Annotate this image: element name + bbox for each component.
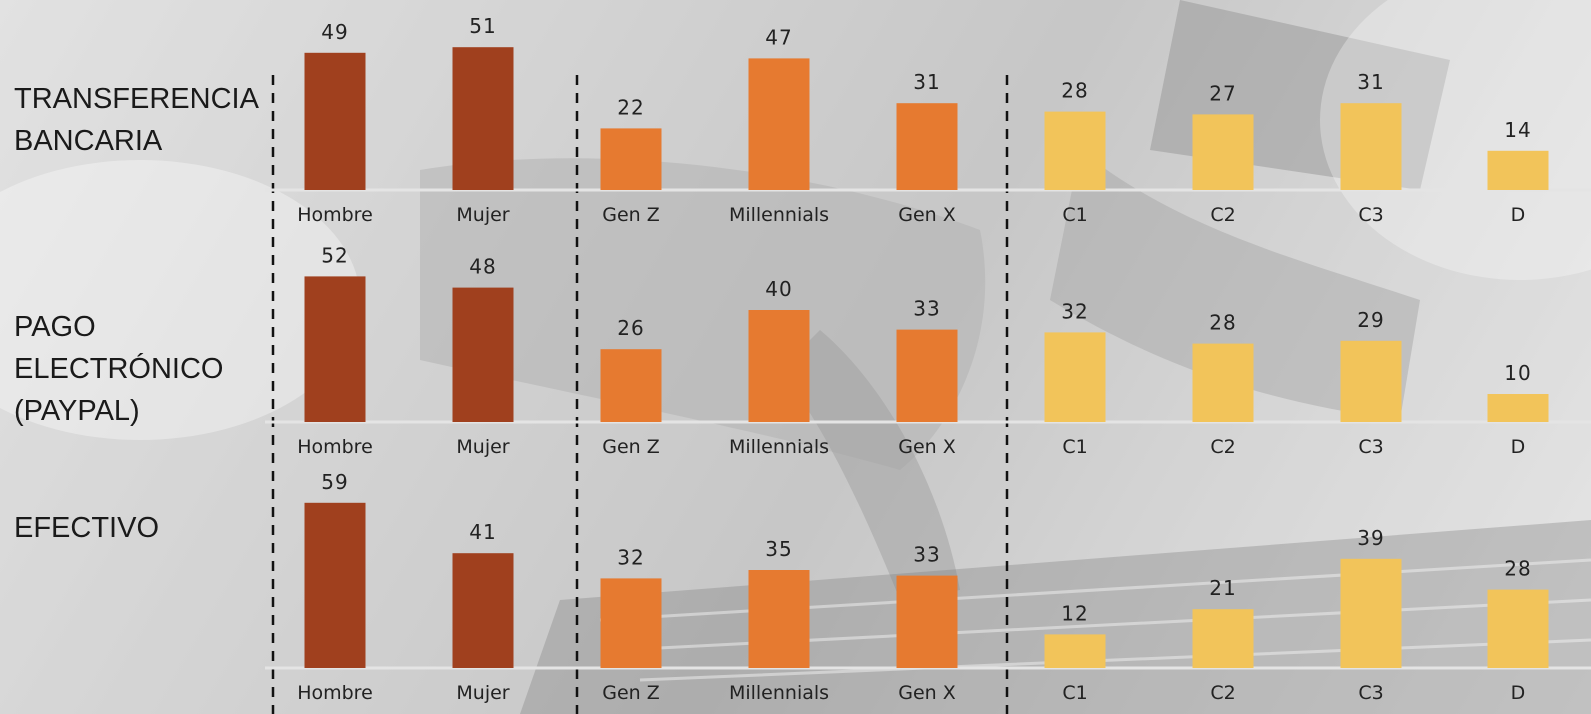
bar-segment-row-1-4 — [1487, 150, 1549, 190]
bar-generation-row-3-2 — [748, 570, 810, 668]
category-label-generation-row-3-1: Gen Z — [602, 682, 660, 704]
category-label-segment-row-1-3: C3 — [1358, 204, 1383, 226]
value-label-generation-row-2-3: 33 — [913, 297, 940, 321]
bar-segment-row-3-3 — [1340, 558, 1402, 668]
bar-generation-row-1-1 — [600, 128, 662, 190]
value-label-segment-row-2-3: 29 — [1357, 308, 1384, 332]
value-label-gender-row-3-2: 41 — [469, 520, 496, 544]
category-label-generation-row-2-2: Millennials — [729, 436, 829, 458]
value-label-generation-row-2-1: 26 — [617, 316, 644, 340]
value-label-segment-row-1-2: 27 — [1209, 81, 1236, 105]
category-label-segment-row-2-2: C2 — [1210, 436, 1235, 458]
category-label-gender-row-2-2: Mujer — [456, 436, 509, 458]
category-label-segment-row-3-1: C1 — [1062, 682, 1087, 704]
category-label-segment-row-2-1: C1 — [1062, 436, 1087, 458]
value-label-generation-row-3-2: 35 — [765, 537, 792, 561]
bar-gender-row-3-2 — [452, 553, 514, 668]
value-label-segment-row-1-3: 31 — [1357, 70, 1384, 94]
bar-segment-row-2-2 — [1192, 343, 1254, 422]
row-label-pago-electronico: PAGO ELECTRÓNICO (PAYPAL) — [14, 311, 224, 427]
bar-generation-row-2-2 — [748, 310, 810, 422]
bar-segment-row-3-2 — [1192, 609, 1254, 668]
category-label-generation-row-1-3: Gen X — [898, 204, 956, 226]
value-label-generation-row-2-2: 40 — [765, 277, 792, 301]
bar-segment-row-1-1 — [1044, 111, 1106, 190]
value-label-gender-row-3-1: 59 — [321, 470, 348, 494]
category-label-gender-row-1-2: Mujer — [456, 204, 509, 226]
category-label-generation-row-2-1: Gen Z — [602, 436, 660, 458]
bar-generation-row-1-2 — [748, 58, 810, 191]
category-label-segment-row-1-4: D — [1511, 204, 1526, 226]
row-label-transferencia: TRANSFERENCIA BANCARIA — [14, 83, 259, 157]
value-label-generation-row-1-1: 22 — [617, 95, 644, 119]
category-label-generation-row-1-1: Gen Z — [602, 204, 660, 226]
category-label-segment-row-2-3: C3 — [1358, 436, 1383, 458]
category-label-segment-row-2-4: D — [1511, 436, 1526, 458]
bar-segment-row-2-3 — [1340, 340, 1402, 422]
category-label-segment-row-3-3: C3 — [1358, 682, 1383, 704]
category-label-segment-row-1-1: C1 — [1062, 204, 1087, 226]
value-label-generation-row-1-3: 31 — [913, 70, 940, 94]
category-label-segment-row-1-2: C2 — [1210, 204, 1235, 226]
category-label-gender-row-1-1: Hombre — [297, 204, 373, 226]
category-label-segment-row-3-2: C2 — [1210, 682, 1235, 704]
bar-generation-row-3-1 — [600, 578, 662, 668]
value-label-segment-row-1-1: 28 — [1061, 79, 1088, 103]
bar-segment-row-3-4 — [1487, 589, 1549, 668]
value-label-generation-row-3-3: 33 — [913, 543, 940, 567]
value-label-segment-row-2-1: 32 — [1061, 299, 1088, 323]
category-label-generation-row-1-2: Millennials — [729, 204, 829, 226]
bar-segment-row-1-3 — [1340, 103, 1402, 190]
bar-gender-row-3-1 — [304, 502, 366, 668]
bar-gender-row-2-1 — [304, 276, 366, 422]
category-label-generation-row-3-3: Gen X — [898, 682, 956, 704]
value-label-segment-row-3-2: 21 — [1209, 576, 1236, 600]
value-label-segment-row-2-4: 10 — [1504, 361, 1531, 385]
value-label-segment-row-3-3: 39 — [1357, 526, 1384, 550]
value-label-segment-row-3-1: 12 — [1061, 601, 1088, 625]
bar-gender-row-1-1 — [304, 52, 366, 190]
bar-segment-row-1-2 — [1192, 114, 1254, 190]
category-label-generation-row-3-2: Millennials — [729, 682, 829, 704]
value-label-generation-row-3-1: 32 — [617, 545, 644, 569]
bar-segment-row-2-4 — [1487, 394, 1549, 422]
value-label-segment-row-3-4: 28 — [1504, 557, 1531, 581]
value-label-gender-row-2-2: 48 — [469, 255, 496, 279]
value-label-gender-row-2-1: 52 — [321, 243, 348, 267]
value-label-segment-row-1-4: 14 — [1504, 118, 1531, 142]
value-label-segment-row-2-2: 28 — [1209, 311, 1236, 335]
row-label-efectivo: EFECTIVO — [14, 512, 160, 544]
bar-generation-row-2-1 — [600, 349, 662, 422]
bar-generation-row-2-3 — [896, 329, 958, 422]
value-label-gender-row-1-1: 49 — [321, 20, 348, 44]
value-label-gender-row-1-2: 51 — [469, 14, 496, 38]
category-label-generation-row-2-3: Gen X — [898, 436, 956, 458]
bar-gender-row-2-2 — [452, 287, 514, 422]
category-label-gender-row-3-1: Hombre — [297, 682, 373, 704]
bar-generation-row-3-3 — [896, 575, 958, 668]
category-label-segment-row-3-4: D — [1511, 682, 1526, 704]
value-label-generation-row-1-2: 47 — [765, 25, 792, 49]
bar-generation-row-1-3 — [896, 103, 958, 190]
category-label-gender-row-2-1: Hombre — [297, 436, 373, 458]
category-label-gender-row-3-2: Mujer — [456, 682, 509, 704]
bar-segment-row-3-1 — [1044, 634, 1106, 668]
bar-segment-row-2-1 — [1044, 332, 1106, 422]
bar-gender-row-1-2 — [452, 47, 514, 191]
